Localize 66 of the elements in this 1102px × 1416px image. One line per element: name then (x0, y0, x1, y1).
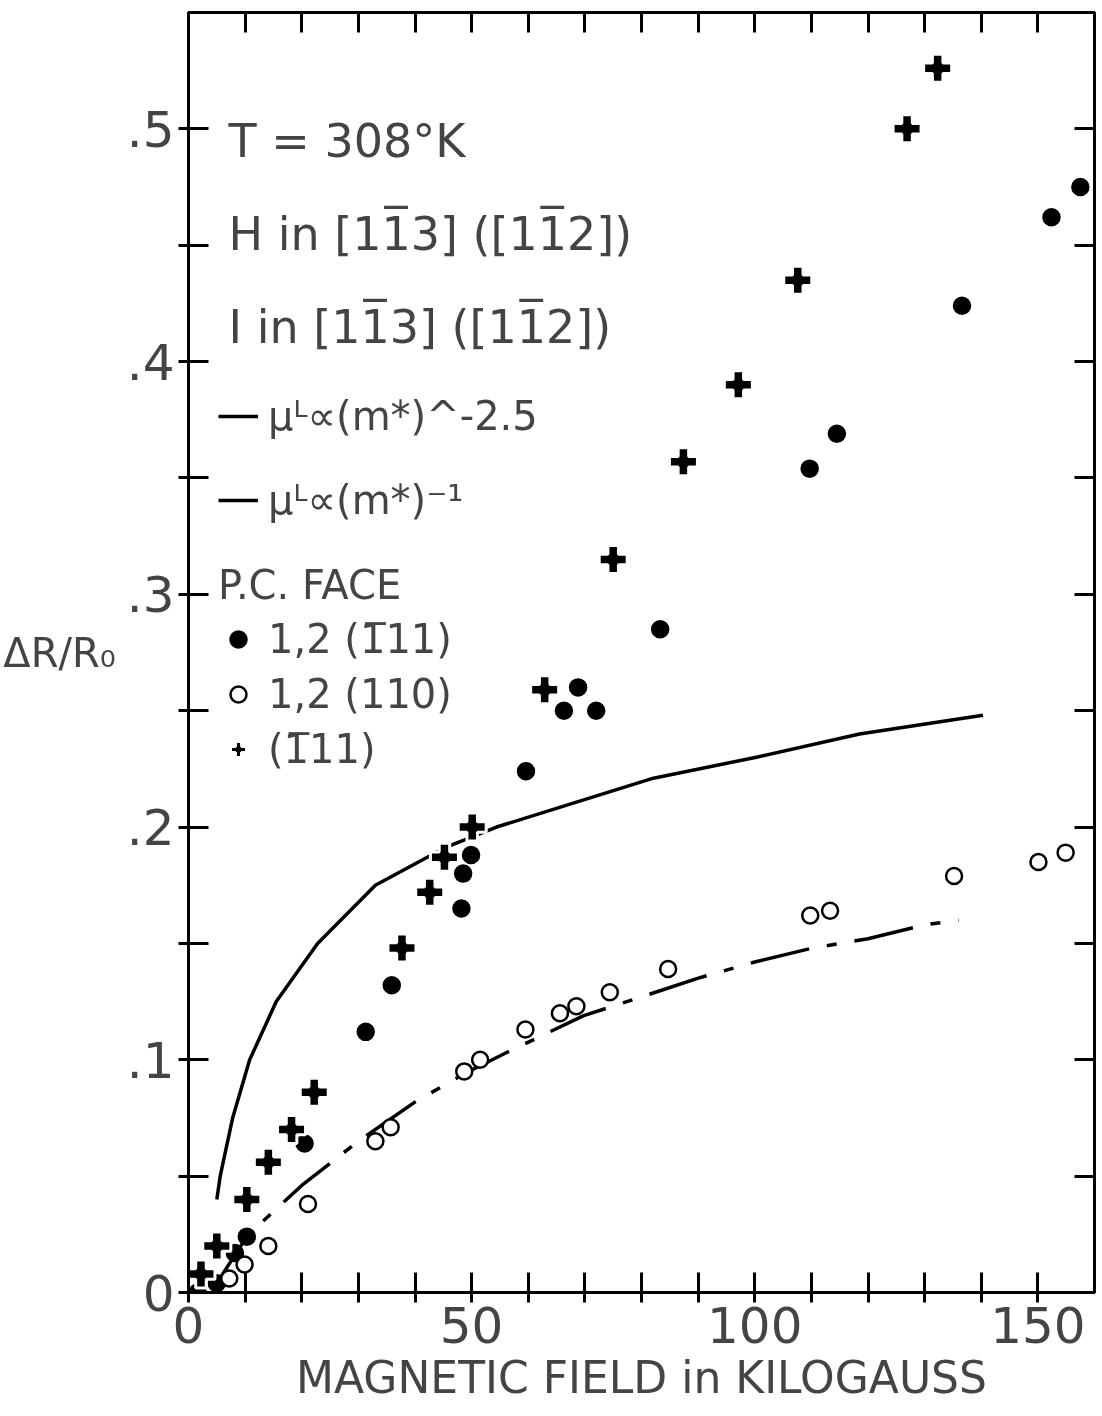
point (386, 932, 418, 964)
point (298, 1194, 318, 1214)
point (586, 701, 606, 720)
point (891, 113, 923, 145)
point (722, 369, 754, 401)
point (944, 866, 964, 886)
point (259, 1236, 278, 1256)
point (201, 1230, 233, 1262)
point (922, 52, 954, 84)
point (428, 841, 460, 873)
point (381, 1118, 400, 1137)
point (1056, 843, 1075, 862)
point (529, 674, 561, 706)
point (600, 983, 620, 1002)
point (567, 997, 586, 1016)
point (800, 459, 819, 478)
point (366, 1131, 385, 1151)
point (456, 811, 488, 843)
point (554, 701, 574, 720)
point (382, 976, 402, 995)
legend-label: 1,2 (110) (268, 671, 452, 717)
point (356, 1022, 375, 1042)
y-axis-title: ΔR/R₀ (3, 629, 116, 676)
point (658, 959, 678, 979)
y-tick-label: .4 (126, 333, 175, 392)
legend-label: μᴸ∝(m*)⁻¹ (268, 477, 464, 523)
annotation: I in [11̅3] ([11̅2]) (228, 298, 612, 354)
point (455, 1062, 474, 1081)
y-tick-label: .1 (126, 1031, 175, 1090)
point (252, 1146, 284, 1178)
point (1042, 208, 1061, 227)
y-tick-label: .5 (126, 100, 175, 159)
point (650, 619, 670, 639)
point (820, 901, 840, 921)
y-tick-label: .3 (126, 566, 175, 625)
point (414, 876, 446, 908)
point (237, 1227, 257, 1246)
point (800, 906, 820, 925)
point (952, 296, 972, 315)
point (235, 1255, 254, 1274)
point (461, 845, 481, 865)
point (295, 1134, 314, 1153)
annotation: H in [11̅3] ([11̅2]) (228, 205, 633, 261)
line-series (215, 713, 985, 1202)
point (452, 899, 471, 918)
legend-label: μᴸ∝(m*)^-2.5 (268, 393, 538, 439)
point (568, 678, 588, 697)
y-tick-label: .2 (126, 799, 175, 858)
x-tick-label: 150 (990, 1296, 1086, 1355)
legend-label: 1,2 (1̅11) (268, 616, 452, 662)
point (220, 1269, 239, 1288)
point (276, 1114, 308, 1146)
point (1071, 177, 1090, 197)
annotation: T = 308°K (227, 113, 468, 168)
point (298, 1076, 330, 1108)
point (516, 761, 536, 781)
point (516, 1020, 535, 1039)
point (1029, 852, 1048, 872)
legend-title: P.C. FACE (218, 562, 403, 608)
point (667, 446, 699, 478)
legend-label: (1̅11) (268, 726, 376, 772)
point (827, 424, 847, 443)
point (782, 264, 814, 296)
point (470, 1050, 490, 1070)
point (550, 1003, 570, 1023)
point (453, 864, 473, 883)
